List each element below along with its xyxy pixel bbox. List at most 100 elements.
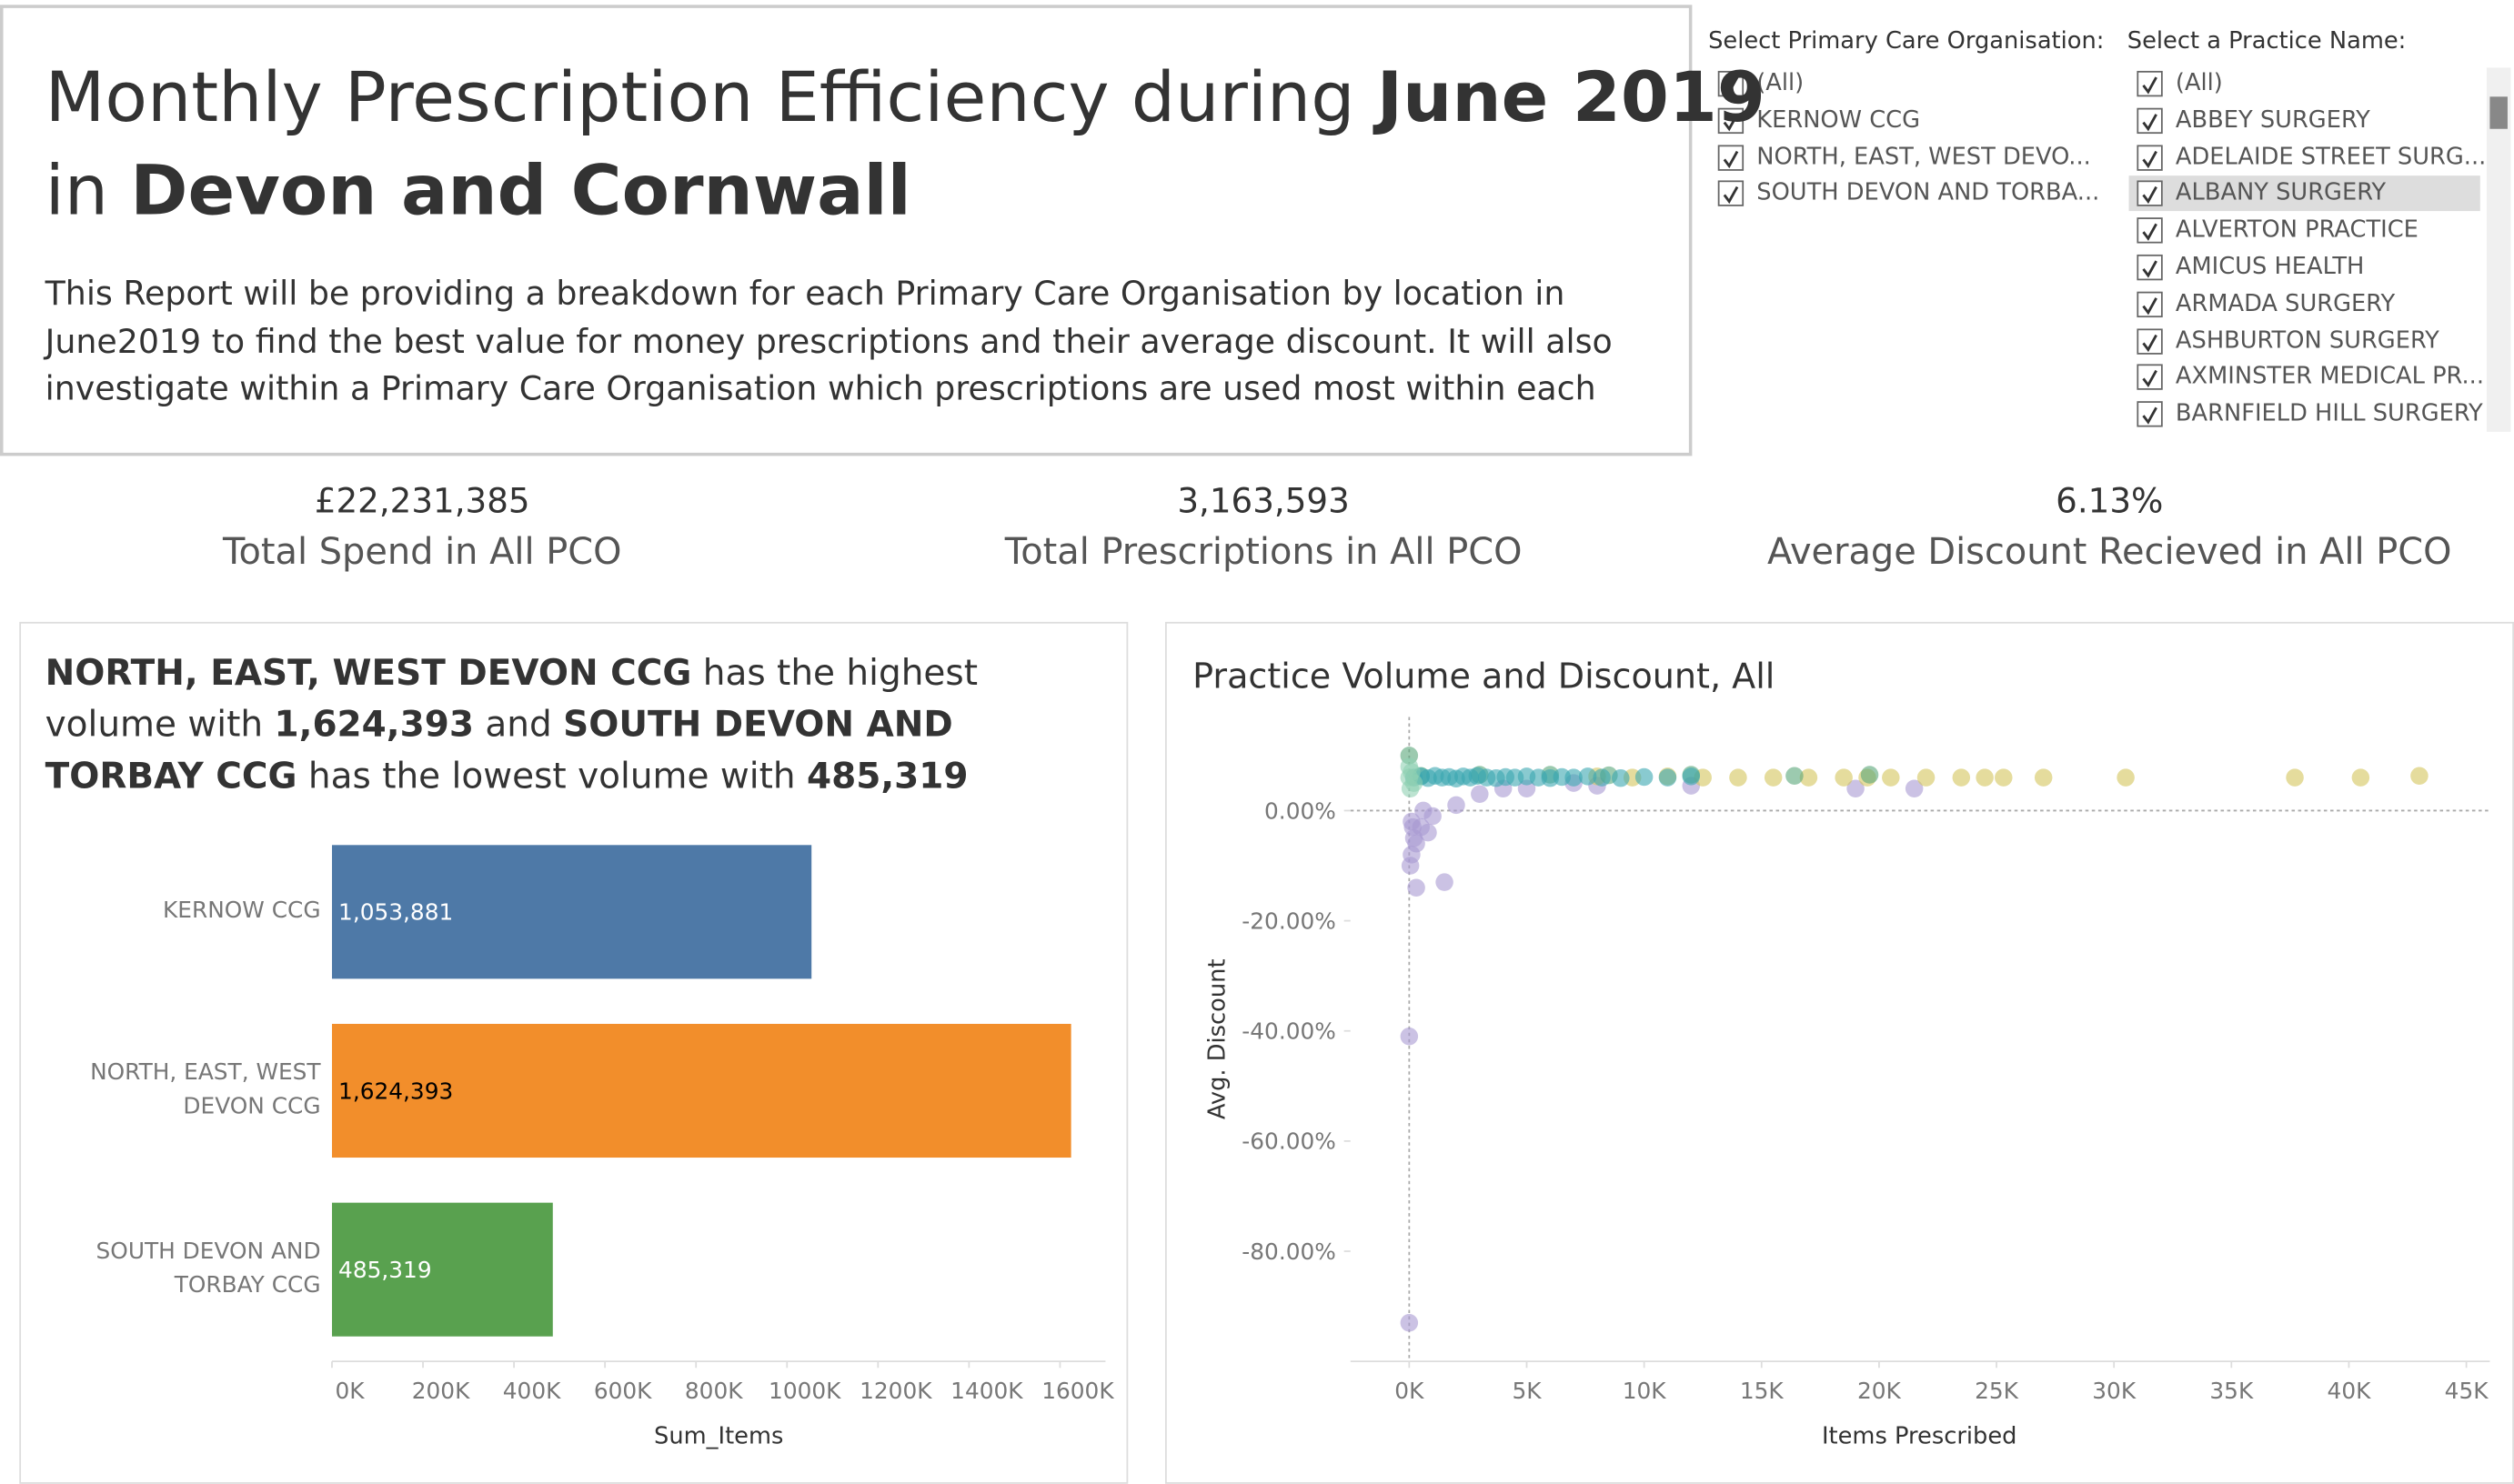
filter-item[interactable]: ABBEY SURGERY bbox=[2137, 103, 2370, 138]
y-tick-label: -60.00% bbox=[1242, 1128, 1336, 1155]
checkbox bbox=[2137, 291, 2163, 317]
bar bbox=[331, 1202, 553, 1337]
value-label: 1,053,881 bbox=[338, 899, 453, 926]
item-text: KERNOW CCG bbox=[1756, 107, 1920, 134]
x-tick-label: 1600K bbox=[1041, 1378, 1114, 1404]
x-tick-label: 1200K bbox=[860, 1378, 932, 1404]
checkbox bbox=[2137, 107, 2163, 134]
text-segment: in bbox=[45, 151, 131, 233]
x-axis-label: Items Prescribed bbox=[1822, 1423, 2016, 1450]
checkbox bbox=[1717, 181, 1745, 207]
point bbox=[1634, 767, 1654, 787]
category-label: SOUTH DEVON AND TORBAY CCG bbox=[96, 1238, 321, 1299]
point bbox=[1401, 779, 1420, 797]
point bbox=[1400, 757, 1419, 776]
x-tick-label: 400K bbox=[503, 1378, 561, 1404]
category-label: NORTH, EAST, WEST DEVON CCG bbox=[90, 1059, 321, 1120]
kpi-label: Total Prescriptions in All PCO bbox=[1004, 531, 1523, 574]
checkbox bbox=[1717, 70, 1745, 97]
filter-item[interactable]: (All) bbox=[2137, 66, 2223, 102]
check bbox=[2142, 76, 2157, 95]
point bbox=[2117, 768, 2135, 787]
point bbox=[1846, 779, 1865, 797]
point bbox=[1882, 768, 1900, 787]
item-text: ADELAIDE STREET SURG... bbox=[2175, 144, 2487, 171]
filter-item[interactable]: AMICUS HEALTH bbox=[2137, 250, 2364, 286]
item-text: ASHBURTON SURGERY bbox=[2175, 327, 2439, 355]
point bbox=[2034, 768, 2053, 787]
filter-item[interactable]: ARMADA SURGERY bbox=[2137, 286, 2395, 322]
checkbox bbox=[2137, 254, 2163, 281]
checkbox bbox=[2137, 144, 2163, 171]
kpi-label: Average Discount Recieved in All PCO bbox=[1767, 531, 2452, 574]
x-tick-label: 0K bbox=[335, 1378, 365, 1404]
value-label: 485,319 bbox=[338, 1257, 432, 1283]
kpi-value: £22,231,385 bbox=[314, 481, 530, 521]
point bbox=[1517, 779, 1536, 797]
point bbox=[1860, 766, 1879, 784]
filter-item[interactable]: (All) bbox=[1717, 66, 1805, 102]
filter-label: Select Primary Care Organisation: bbox=[1708, 28, 2105, 55]
x-tick-label: 15K bbox=[1740, 1378, 1785, 1404]
x-tick-label: 30K bbox=[2092, 1378, 2137, 1404]
scroll-thumb bbox=[2489, 96, 2508, 129]
filter-item[interactable]: AXMINSTER MEDICAL PR... bbox=[2137, 360, 2484, 396]
text-segment: 485,319 bbox=[806, 757, 969, 798]
checkbox bbox=[1717, 144, 1745, 171]
point bbox=[1471, 785, 1489, 803]
check bbox=[1723, 186, 1739, 205]
item-text: ALBANY SURGERY bbox=[2175, 181, 2387, 207]
filter-item[interactable]: BARNFIELD HILL SURGERY bbox=[2137, 396, 2483, 432]
text-segment: Devon and Cornwall bbox=[130, 151, 911, 233]
y-tick-label: -40.00% bbox=[1242, 1018, 1336, 1045]
filter-item[interactable]: ASHBURTON SURGERY bbox=[2137, 323, 2439, 358]
check bbox=[2142, 113, 2157, 131]
bar bbox=[331, 1023, 1071, 1158]
filter-item[interactable]: ADELAIDE STREET SURG... bbox=[2137, 139, 2486, 175]
point bbox=[1799, 768, 1818, 787]
item-text: ARMADA SURGERY bbox=[2175, 291, 2396, 317]
check bbox=[1723, 150, 1739, 168]
x-tick-label: 10K bbox=[1623, 1378, 1667, 1404]
item-text: (All) bbox=[1756, 70, 1805, 97]
text-segment: NORTH, EAST, WEST DEVON CCG bbox=[45, 654, 692, 695]
check bbox=[2142, 334, 2157, 352]
point bbox=[1995, 768, 2013, 787]
checkbox bbox=[2137, 217, 2163, 244]
filter-item[interactable]: NORTH, EAST, WEST DEVO... bbox=[1717, 139, 2091, 175]
checkbox bbox=[2137, 365, 2163, 391]
item-text: AMICUS HEALTH bbox=[2175, 254, 2365, 281]
checkbox bbox=[2137, 70, 2163, 97]
check bbox=[1723, 113, 1739, 131]
point bbox=[1407, 835, 1425, 853]
filter-item[interactable]: KERNOW CCG bbox=[1717, 103, 1920, 138]
filter-item[interactable]: ALVERTON PRACTICE bbox=[2137, 213, 2418, 248]
point bbox=[1414, 801, 1433, 820]
item-text: AXMINSTER MEDICAL PR... bbox=[2175, 365, 2485, 391]
text-segment: and bbox=[473, 706, 564, 747]
text-segment: June 2019 bbox=[1376, 57, 1765, 139]
kpi-label: Total Spend in All PCO bbox=[222, 531, 622, 574]
point bbox=[1400, 1028, 1419, 1046]
point bbox=[1400, 1314, 1419, 1332]
point bbox=[1682, 767, 1701, 786]
point bbox=[1578, 767, 1597, 786]
value-label: 1,624,393 bbox=[338, 1078, 453, 1104]
checkbox bbox=[2137, 327, 2163, 355]
check bbox=[2142, 150, 2157, 168]
text-segment: has the lowest volume with bbox=[297, 757, 807, 798]
check bbox=[2142, 370, 2157, 388]
filter-item[interactable]: SOUTH DEVON AND TORBA... bbox=[1717, 176, 2099, 212]
text-segment: 1,624,393 bbox=[274, 706, 474, 747]
point bbox=[1407, 878, 1425, 897]
point bbox=[1835, 768, 1853, 787]
check bbox=[2142, 260, 2157, 278]
highlight bbox=[2128, 175, 2480, 212]
check bbox=[2142, 223, 2157, 242]
x-tick-label: 40K bbox=[2328, 1378, 2372, 1404]
item-text: NORTH, EAST, WEST DEVO... bbox=[1756, 144, 2091, 171]
filter-item[interactable]: ALBANY SURGERY bbox=[2137, 176, 2386, 212]
